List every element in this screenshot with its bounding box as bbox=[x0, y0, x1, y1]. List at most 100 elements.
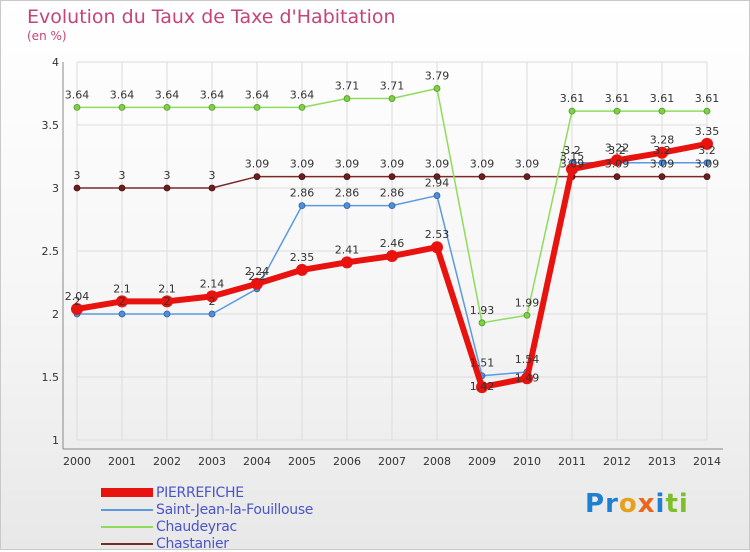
data-label-chaudeyrac: 3.61 bbox=[560, 92, 585, 105]
data-label-saint-jean-la-fouillouse: 1.51 bbox=[470, 357, 495, 370]
data-point-saint-jean-la-fouillouse bbox=[658, 159, 666, 167]
data-label-chastanier: 3.09 bbox=[425, 158, 450, 171]
data-label-chaudeyrac: 3.64 bbox=[245, 88, 270, 101]
data-label-pierrefiche: 1.42 bbox=[470, 380, 495, 393]
data-point-chastanier bbox=[118, 184, 126, 192]
data-point-pierrefiche bbox=[566, 163, 578, 176]
data-point-pierrefiche bbox=[161, 295, 173, 308]
data-label-saint-jean-la-fouillouse: 2.86 bbox=[335, 187, 360, 200]
logo-letter: i bbox=[678, 489, 689, 519]
data-label-chastanier: 3.09 bbox=[335, 158, 360, 171]
x-tick-label: 2014 bbox=[693, 455, 721, 468]
data-label-chastanier: 3 bbox=[164, 169, 171, 182]
data-label-chastanier: 3.09 bbox=[515, 158, 540, 171]
data-point-pierrefiche bbox=[431, 241, 443, 254]
data-point-chaudeyrac bbox=[703, 107, 711, 115]
data-label-chaudeyrac: 3.64 bbox=[155, 88, 180, 101]
data-point-chaudeyrac bbox=[208, 103, 216, 111]
data-point-pierrefiche bbox=[116, 295, 128, 308]
x-tick-label: 2009 bbox=[468, 455, 496, 468]
data-point-pierrefiche bbox=[476, 381, 488, 394]
x-tick-label: 2012 bbox=[603, 455, 631, 468]
data-label-chastanier: 3 bbox=[209, 169, 216, 182]
data-label-saint-jean-la-fouillouse: 2 bbox=[164, 295, 171, 308]
data-point-chastanier bbox=[658, 173, 666, 181]
data-point-chastanier bbox=[208, 184, 216, 192]
data-point-pierrefiche bbox=[611, 154, 623, 167]
data-point-chaudeyrac bbox=[613, 107, 621, 115]
data-point-pierrefiche bbox=[386, 250, 398, 263]
data-label-pierrefiche: 2.53 bbox=[425, 228, 450, 241]
data-label-saint-jean-la-fouillouse: 2 bbox=[209, 295, 216, 308]
logo-letter: P bbox=[585, 489, 606, 519]
data-point-pierrefiche bbox=[71, 302, 83, 315]
data-label-pierrefiche: 2.14 bbox=[200, 277, 225, 290]
data-label-pierrefiche: 2.24 bbox=[245, 265, 270, 278]
data-label-chaudeyrac: 3.71 bbox=[335, 80, 360, 93]
legend-item-chastanier: Chastanier bbox=[101, 535, 313, 552]
logo-letter: o bbox=[618, 489, 638, 519]
data-point-chaudeyrac bbox=[298, 103, 306, 111]
data-point-saint-jean-la-fouillouse bbox=[163, 310, 171, 318]
data-label-pierrefiche: 2.35 bbox=[290, 251, 315, 264]
data-label-saint-jean-la-fouillouse: 3.2 bbox=[698, 144, 716, 157]
x-tick-label: 2003 bbox=[198, 455, 226, 468]
data-label-pierrefiche: 3.22 bbox=[605, 141, 630, 154]
data-label-chastanier: 3.09 bbox=[245, 158, 270, 171]
data-point-chaudeyrac bbox=[478, 319, 486, 327]
logo-letter: r bbox=[605, 489, 619, 519]
data-point-chaudeyrac bbox=[433, 85, 441, 92]
data-point-pierrefiche bbox=[206, 290, 218, 303]
unit-label: (en %) bbox=[27, 29, 67, 43]
chart-title: Evolution du Taux de Taxe d'Habitation bbox=[27, 6, 396, 28]
x-tick-label: 2008 bbox=[423, 455, 451, 468]
legend-swatch bbox=[101, 488, 153, 497]
data-point-saint-jean-la-fouillouse bbox=[388, 202, 396, 210]
data-label-pierrefiche: 2.04 bbox=[65, 290, 90, 303]
legend-label: Saint-Jean-la-Fouillouse bbox=[156, 501, 314, 518]
data-label-chaudeyrac: 3.71 bbox=[380, 80, 405, 93]
data-label-chastanier: 3.09 bbox=[560, 158, 585, 171]
data-label-pierrefiche: 2.1 bbox=[113, 282, 131, 295]
data-label-chaudeyrac: 3.64 bbox=[290, 88, 315, 101]
legend-swatch bbox=[101, 508, 153, 511]
legend-item-chaudeyrac: Chaudeyrac bbox=[101, 518, 313, 535]
y-tick-label: 3 bbox=[52, 182, 59, 195]
proxiti-logo: Proxiti bbox=[585, 489, 689, 519]
x-tick-label: 2006 bbox=[333, 455, 361, 468]
logo-letter: x bbox=[637, 489, 656, 519]
x-tick-label: 2011 bbox=[558, 455, 586, 468]
data-label-pierrefiche: 3.28 bbox=[650, 134, 675, 147]
data-point-chaudeyrac bbox=[163, 103, 171, 111]
x-tick-label: 2000 bbox=[63, 455, 91, 468]
data-label-chaudeyrac: 3.79 bbox=[425, 69, 450, 82]
data-point-chastanier bbox=[298, 173, 306, 181]
x-tick-label: 2004 bbox=[243, 455, 271, 468]
data-label-chaudeyrac: 3.64 bbox=[110, 88, 135, 101]
data-point-chastanier bbox=[73, 184, 81, 192]
data-label-chastanier: 3.09 bbox=[605, 158, 630, 171]
data-point-chastanier bbox=[163, 184, 171, 192]
data-point-pierrefiche bbox=[251, 277, 263, 290]
data-point-chastanier bbox=[478, 173, 486, 181]
data-point-chastanier bbox=[433, 173, 441, 181]
data-label-chaudeyrac: 1.93 bbox=[470, 304, 495, 317]
data-point-pierrefiche bbox=[701, 137, 713, 150]
data-point-saint-jean-la-fouillouse bbox=[208, 310, 216, 318]
data-label-chaudeyrac: 3.61 bbox=[650, 92, 675, 105]
data-label-saint-jean-la-fouillouse: 2.86 bbox=[380, 187, 405, 200]
grid bbox=[76, 61, 708, 441]
data-point-pierrefiche bbox=[656, 146, 668, 159]
data-point-saint-jean-la-fouillouse bbox=[343, 202, 351, 210]
data-point-saint-jean-la-fouillouse bbox=[118, 310, 126, 318]
data-label-saint-jean-la-fouillouse: 2.94 bbox=[425, 177, 450, 190]
data-point-chastanier bbox=[253, 173, 261, 181]
data-label-saint-jean-la-fouillouse: 2.86 bbox=[290, 187, 315, 200]
data-label-chaudeyrac: 3.61 bbox=[605, 92, 630, 105]
legend-swatch bbox=[101, 525, 153, 528]
data-point-chaudeyrac bbox=[523, 311, 531, 319]
data-label-saint-jean-la-fouillouse: 3.2 bbox=[653, 144, 671, 157]
y-tick-label: 1.5 bbox=[42, 371, 60, 384]
